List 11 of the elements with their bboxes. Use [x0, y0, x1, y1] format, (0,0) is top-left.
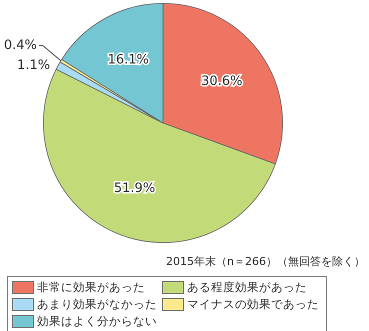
text: 2015年末（n＝266）（無回答を除く）: [166, 254, 365, 269]
legend-label: あまり効果がなかった: [37, 297, 157, 312]
legend-label: 効果はよく分からない: [37, 314, 157, 329]
legend-label: ある程度効果があった: [187, 280, 307, 295]
legend-label: マイナスの効果であった: [187, 297, 319, 312]
data-label: 30.6%: [201, 74, 242, 90]
data-label: 16.1%: [108, 52, 149, 68]
data-label: 1.1%: [17, 58, 50, 73]
legend-label: 非常に効果があった: [37, 280, 145, 295]
data-label: 51.9%: [114, 181, 156, 196]
data-label: 0.4%: [4, 38, 37, 53]
